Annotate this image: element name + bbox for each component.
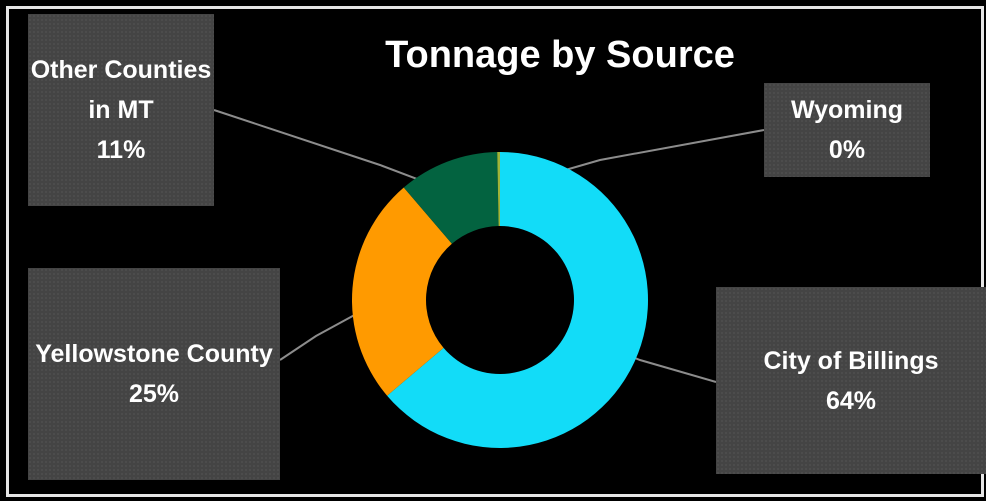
data-label-wyoming: Wyoming 0% (764, 83, 930, 177)
data-label-yellowstone-county: Yellowstone County 25% (28, 268, 280, 480)
data-label-city-of-billings: City of Billings 64% (716, 287, 986, 474)
data-label-percent: 11% (96, 136, 146, 164)
donut-slice-yellowstone-county (352, 187, 452, 396)
leader-line (279, 311, 361, 361)
chart-frame (6, 6, 984, 497)
donut-slice-wyoming (497, 152, 500, 227)
data-label-other-counties-in-mt: Other Counties in MT 11% (28, 14, 214, 206)
data-label-percent: 25% (128, 380, 180, 408)
data-label-name: Yellowstone County (35, 340, 273, 368)
donut-slice-city-of-billings (387, 152, 649, 448)
data-label-name: Wyoming (790, 96, 904, 124)
data-label-percent: 64% (825, 386, 877, 415)
chart-title: Tonnage by Source (385, 34, 735, 76)
donut-slice-other-counties-in-mt (403, 152, 499, 244)
data-label-name: Other Counties in MT (30, 56, 212, 124)
data-label-percent: 0% (828, 136, 866, 164)
data-label-name: City of Billings (763, 346, 939, 375)
